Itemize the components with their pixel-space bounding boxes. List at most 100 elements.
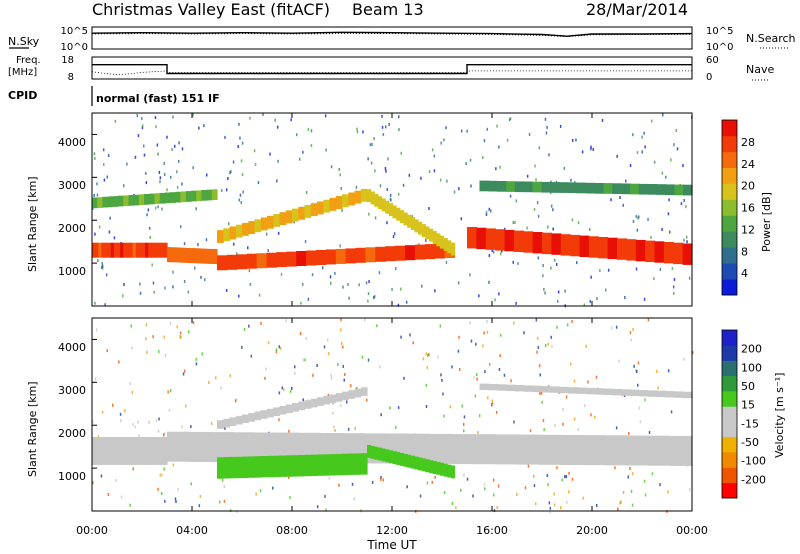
speckle-point [533, 484, 536, 488]
speckle-point [483, 482, 486, 486]
speckle-point [119, 412, 122, 416]
band-cell [113, 437, 118, 465]
speckle-point [395, 267, 397, 271]
band-cell [342, 453, 349, 476]
speckle-point [408, 173, 411, 177]
speckle-point [651, 472, 654, 476]
speckle-point [400, 335, 402, 339]
band-cell [298, 401, 306, 411]
band-cell [335, 196, 343, 209]
band-cell [217, 420, 224, 429]
speckle-point [103, 178, 106, 182]
speckle-point [157, 487, 159, 491]
band-cell [355, 247, 366, 263]
power-colorbar: 28 24 20 16 12 8 4 Power [dB] [721, 119, 773, 296]
speckle-point [145, 323, 148, 327]
speckle-point [373, 137, 375, 141]
speckle-point [439, 324, 442, 328]
speckle-point [324, 114, 327, 118]
speckle-point [673, 277, 676, 281]
colorbar-segment [722, 279, 737, 296]
speckle-point [636, 151, 639, 155]
band-cell [148, 437, 152, 465]
speckle-point [153, 290, 155, 294]
speckle-point [187, 330, 190, 334]
speckle-point [224, 426, 226, 430]
speckle-point [330, 281, 332, 285]
speckle-point [278, 418, 280, 422]
speckle-point [463, 429, 465, 433]
speckle-point [638, 215, 640, 219]
speckle-point [164, 286, 166, 290]
power-ytick-2000: 2000 [58, 222, 86, 235]
power-cbar-label: Power [dB] [760, 192, 773, 252]
band-cell [169, 247, 172, 263]
speckle-point [469, 158, 472, 162]
speckle-point [540, 391, 543, 395]
speckle-point [347, 427, 350, 431]
band-cell [665, 391, 675, 398]
speckle-point [560, 506, 562, 510]
speckle-point [312, 373, 314, 377]
speckle-point [473, 376, 475, 380]
band-cell [392, 451, 397, 465]
speckle-point [641, 135, 643, 139]
speckle-point [486, 330, 489, 334]
speckle-point [275, 348, 278, 352]
speckle-point [469, 273, 471, 277]
speckle-point [633, 364, 635, 368]
speckle-point [238, 294, 240, 298]
speckle-point [122, 294, 124, 298]
speckle-point [299, 332, 302, 336]
band-cell [304, 400, 312, 409]
speckle-point [258, 293, 261, 297]
colorbar-segment [722, 151, 737, 168]
band-cell [196, 190, 202, 202]
speckle-point [643, 479, 646, 483]
band-cell [656, 390, 667, 398]
speckle-point [637, 361, 640, 365]
speckle-point [584, 404, 586, 408]
band-cell [410, 217, 415, 230]
band-cell [135, 437, 140, 465]
band-cell [323, 454, 331, 476]
colorbar-segment [722, 360, 737, 377]
speckle-point [163, 432, 166, 436]
band-cell [285, 455, 293, 477]
band-cell [145, 437, 149, 465]
speckle-point [289, 389, 292, 393]
speckle-point [339, 244, 341, 248]
speckle-point [294, 371, 296, 375]
speckle-point [237, 145, 239, 149]
band-cell [550, 182, 560, 193]
band-cell [439, 235, 445, 249]
speckle-point [493, 493, 495, 497]
speckle-point [230, 170, 232, 174]
speckle-point [250, 354, 253, 358]
speckle-point [537, 256, 540, 260]
band-cell [532, 385, 543, 393]
speckle-point [339, 173, 341, 177]
speckle-point [544, 344, 547, 347]
velocity-panel: Slant Range [km] [26, 317, 694, 514]
speckle-point [535, 178, 537, 182]
band-cell [323, 395, 331, 405]
noise-frame [91, 26, 693, 50]
speckle-point [354, 427, 356, 430]
band-cell [598, 237, 609, 259]
beam-label: Beam 13 [352, 0, 424, 19]
band-cell [365, 247, 376, 263]
band-cell [276, 252, 287, 268]
speckle-point [238, 122, 240, 126]
band-cell [617, 238, 627, 260]
band-cell [576, 182, 587, 194]
speckle-point [453, 190, 456, 194]
band-cell [120, 242, 124, 258]
speckle-point [176, 170, 178, 174]
band-cell [304, 454, 312, 477]
speckle-point [156, 143, 159, 147]
speckle-point [290, 118, 292, 122]
band-cell [170, 192, 176, 203]
speckle-point [443, 138, 445, 142]
band-cell [665, 184, 675, 196]
